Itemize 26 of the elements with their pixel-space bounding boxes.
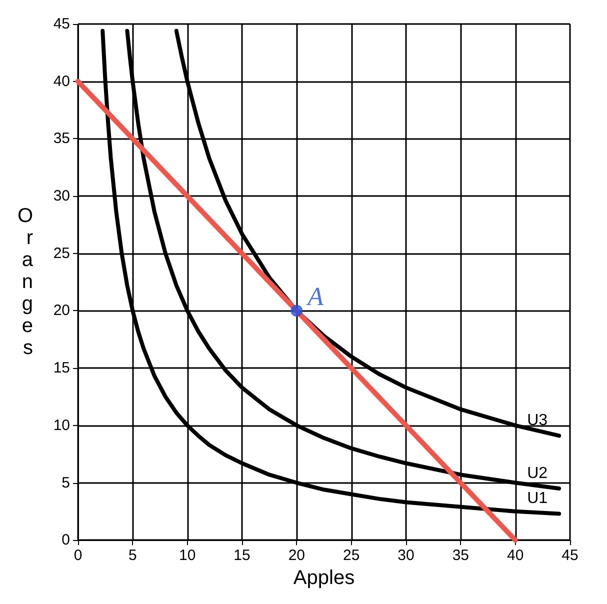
x-tick-label: 40 xyxy=(506,547,524,564)
x-tick-label: 0 xyxy=(74,547,82,564)
y-tick-label: 45 xyxy=(53,16,70,32)
x-tick-label: 25 xyxy=(342,547,360,564)
series-label: U1 xyxy=(527,490,548,508)
x-tick-label: 10 xyxy=(178,547,196,564)
x-tick-label: 45 xyxy=(562,547,578,564)
series-label: U2 xyxy=(527,464,548,482)
x-tick-label: 30 xyxy=(398,547,414,564)
x-axis-title: Apples xyxy=(293,567,355,589)
y-tick-label: 40 xyxy=(53,72,70,90)
x-tick-label: 5 xyxy=(128,547,137,564)
y-tick-label: 25 xyxy=(53,244,70,262)
y-tick-label: 5 xyxy=(62,474,70,492)
series-label: U3 xyxy=(527,412,548,430)
y-tick-label: 30 xyxy=(53,188,70,205)
y-tick-label: 20 xyxy=(53,302,70,320)
y-tick-label: 10 xyxy=(53,416,70,434)
y-axis-title: Oranges xyxy=(17,205,34,360)
y-tick-label: 0 xyxy=(62,532,70,549)
x-tick-label: 35 xyxy=(452,547,470,564)
x-tick-label: 15 xyxy=(234,547,250,564)
annotation: A xyxy=(306,282,324,312)
y-tick-label: 35 xyxy=(53,130,70,148)
y-tick-label: 15 xyxy=(53,360,70,377)
x-tick-label: 20 xyxy=(288,547,306,564)
